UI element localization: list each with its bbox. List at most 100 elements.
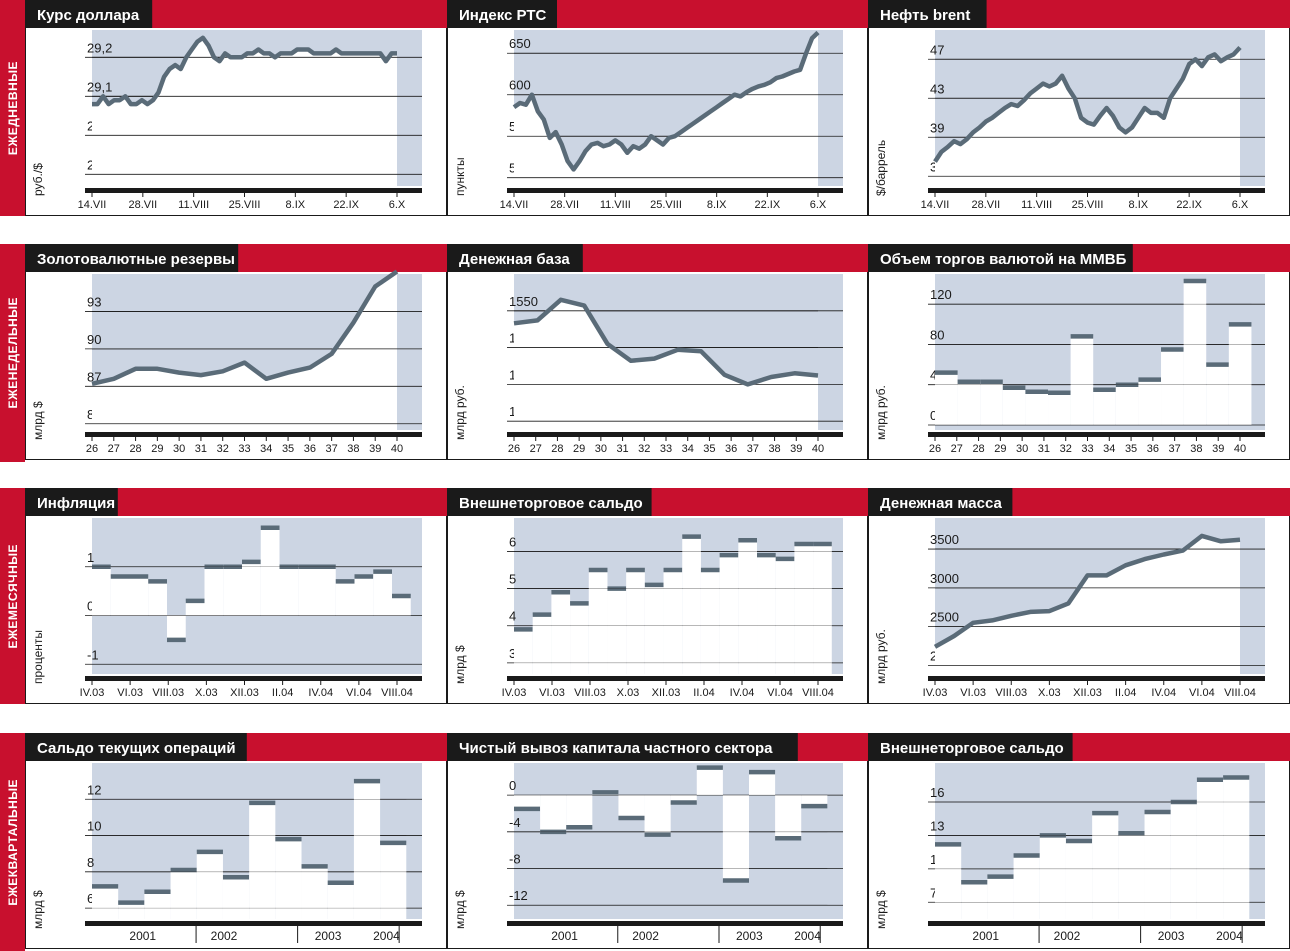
x-tick-label: 14.VII [78,199,107,211]
x-tick-label: 25.VIII [1072,199,1104,211]
y-axis-label: млрд $ [31,890,45,929]
y-tick-label: 43 [930,81,944,96]
chart-title: Инфляция [37,495,115,512]
bar-fill [1223,777,1250,919]
bar-fill [719,555,739,674]
area-fill [935,535,1240,674]
x-tick-label: II.04 [272,687,293,699]
bar-fill [1206,364,1229,425]
bar-fill [682,536,701,674]
y-axis-label: пункты [453,157,467,196]
x-axis [928,921,1265,926]
bar-fill [1161,349,1184,425]
title-box [868,488,1013,516]
y-tick-label: 47 [930,42,944,57]
x-tick-label: 27 [530,443,542,455]
x-tick-label: 2003 [315,929,342,943]
x-tick-label: XII.03 [652,687,681,699]
x-axis [85,188,422,193]
x-tick-label: VIII.04 [802,687,834,699]
x-tick-label: VIII.03 [574,687,606,699]
bar-fill [700,570,720,674]
title-box [447,488,652,516]
bar-fill [1070,336,1094,425]
x-axis [928,676,1265,681]
x-tick-label: 33 [238,443,250,455]
y-tick-label: 16 [930,785,944,800]
x-axis [507,188,843,193]
bar-fill [167,615,186,640]
chart-title: Внешнеторговое сальдо [880,740,1064,757]
x-tick-label: IV.04 [308,687,333,699]
x-tick-label: 28.VII [971,199,1000,211]
chart-title: Внешнеторговое сальдо [459,495,643,512]
bar-fill [1196,779,1224,919]
bar-fill [354,576,374,616]
x-tick-label: X.03 [1038,687,1061,699]
chart-panel-1-2: Объем торгов валютой на ММВБ 0 40 80 120 млрд… [868,244,1290,460]
plot-background [514,763,843,919]
x-tick-label: 2002 [1054,929,1081,943]
x-tick-label: 2001 [551,929,578,943]
bar-fill [222,877,250,919]
bar-fill [298,566,317,616]
bar-fill [170,870,197,919]
bar-fill [775,795,802,839]
y-tick-label: 3 [509,646,516,661]
x-tick-label: 30 [1016,443,1028,455]
bar-fill [1002,387,1026,425]
bar-fill [335,581,355,616]
x-tick-label: 32 [217,443,229,455]
y-tick-label: 93 [87,294,101,309]
y-tick-label: 80 [930,327,944,342]
x-tick-label: 6.X [389,199,406,211]
title-box [25,488,118,516]
bar-fill [223,566,242,616]
bar-fill [514,795,541,809]
bar-fill [242,561,261,616]
bar-fill [110,576,130,616]
x-tick-label: 30 [173,443,185,455]
y-axis-label: млрд $ [453,645,467,684]
x-tick-label: VI.04 [346,687,372,699]
title-box [868,733,1073,761]
bar-fill [1183,281,1207,425]
y-tick-label: 29,1 [87,79,112,94]
x-tick-label: IV.03 [80,687,105,699]
x-tick-label: 36 [304,443,316,455]
bar-fill [588,570,608,674]
bar-fill [1228,324,1252,425]
y-tick-label: 29,2 [87,40,112,55]
y-tick-label: 1550 [509,294,538,309]
x-tick-label: 35 [282,443,294,455]
chart-title: Курс доллара [37,7,140,24]
series-line [513,297,819,387]
x-tick-label: 25.VIII [229,199,261,211]
x-axis [928,432,1265,437]
y-tick-label: 39 [930,120,944,135]
x-tick-label: IV.04 [730,687,755,699]
bar-fill [1013,855,1040,919]
x-tick-label: 40 [812,443,824,455]
x-tick-label: 38 [768,443,780,455]
x-tick-label: 37 [326,443,338,455]
chart-title: Денежная база [459,251,570,268]
chart-panel-2-0: Инфляция -1 0 1 проценты IV.03 VI.03 VIII.03 X.0… [25,488,447,704]
x-tick-label: VI.03 [960,687,986,699]
x-tick-label: 11.VIII [600,199,631,211]
rowbar-weekly: ЕЖЕНЕДЕЛЬНЫЕ [0,244,25,462]
chart-title: Чистый вывоз капитала частного сектора [459,740,773,757]
x-tick-label: 35 [703,443,715,455]
bar-fill [92,566,111,616]
y-axis-label: млрд $ [874,890,888,929]
x-tick-label: 8.IX [1129,199,1149,211]
y-axis-label: млрд $ [31,401,45,440]
x-tick-label: 38 [1190,443,1202,455]
y-tick-label: -4 [509,815,521,830]
bar-fill [551,592,571,674]
x-tick-label: 37 [1169,443,1181,455]
title-box [25,0,153,28]
chart-title: Золотовалютные резервы [37,251,235,268]
x-tick-label: VIII.04 [1224,687,1256,699]
x-tick-label: 32 [638,443,650,455]
